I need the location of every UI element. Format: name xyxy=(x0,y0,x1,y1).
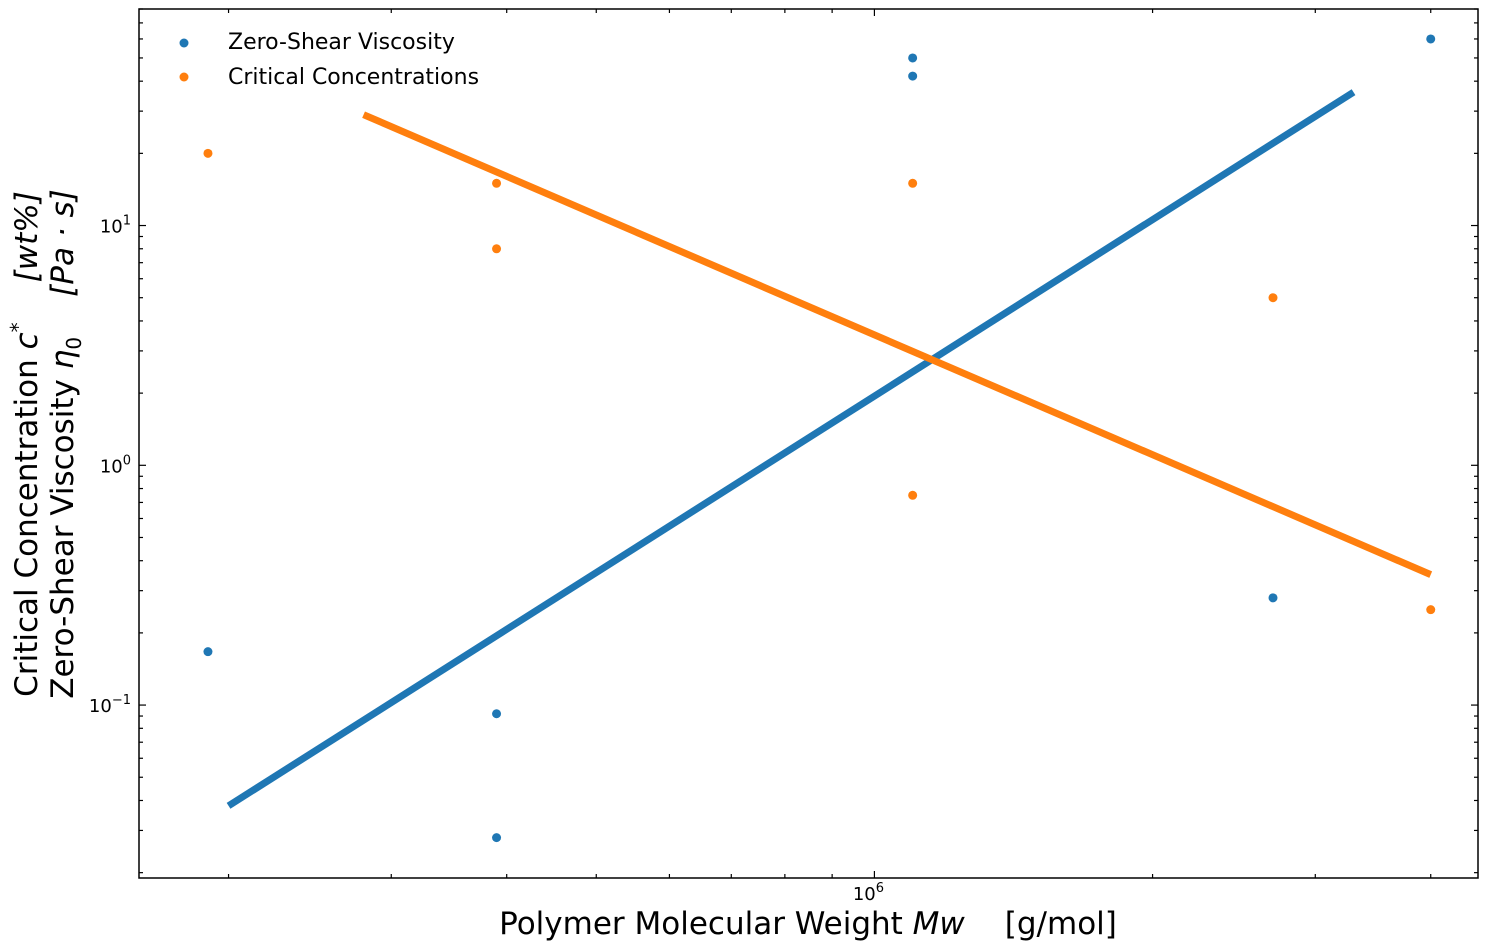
x-axis-label-text: Polymer Molecular Weight xyxy=(499,906,913,942)
y-tick-label: 10−1 xyxy=(89,693,131,717)
y-tick-labels: 10−1 100 101 xyxy=(89,214,131,718)
y-axis-ticks xyxy=(139,8,1478,874)
legend-label-critical: Critical Concentrations xyxy=(228,65,479,90)
point-series-0 xyxy=(1268,593,1278,603)
x-tick-label: 106 xyxy=(853,881,884,905)
x-tick-labels: 106 xyxy=(853,881,884,905)
point-series-1 xyxy=(203,148,213,158)
y-axis-label-critical-sup: * xyxy=(6,322,30,332)
point-series-1 xyxy=(908,490,918,500)
fit-line-1 xyxy=(362,111,1433,578)
y-axis-label-critical: Critical Concentration c* [wt%] xyxy=(6,191,45,697)
point-series-0 xyxy=(908,71,918,81)
x-axis-label-unit: [g/mol] xyxy=(1005,906,1117,942)
y-tick-label: 101 xyxy=(100,214,131,238)
fit-line-0 xyxy=(226,89,1356,809)
point-series-0 xyxy=(492,709,502,719)
fit-lines xyxy=(226,89,1433,809)
y-axis-label-viscosity-sub: 0 xyxy=(62,337,86,350)
y-tick-label: 100 xyxy=(100,453,131,477)
legend-label-viscosity: Zero-Shear Viscosity xyxy=(228,30,455,55)
data-points xyxy=(203,34,1436,843)
plot-frame xyxy=(138,8,1479,879)
y-axis-label-viscosity: Zero-Shear Viscosity η0 [Pa · s] xyxy=(45,189,86,699)
x-axis-ticks xyxy=(227,9,1432,878)
x-axis-label: Polymer Molecular Weight Mw [g/mol] xyxy=(499,906,1117,942)
point-series-1 xyxy=(492,244,502,254)
point-series-1 xyxy=(1426,605,1436,615)
point-series-0 xyxy=(492,833,502,843)
y-axis-label-critical-unit: [wt%] xyxy=(9,191,45,282)
y-axis-label-viscosity-var: η xyxy=(45,350,81,370)
point-series-0 xyxy=(908,53,918,63)
y-axis-label-critical-var: c xyxy=(9,332,45,349)
y-axis-label-critical-text: Critical Concentration xyxy=(9,349,45,696)
point-series-1 xyxy=(908,178,918,188)
legend-marker-viscosity xyxy=(179,38,189,48)
legend-marker-critical xyxy=(179,72,189,82)
y-axis-label-viscosity-text: Zero-Shear Viscosity xyxy=(45,369,81,699)
point-series-0 xyxy=(1426,34,1436,44)
x-axis-label-var: Mw xyxy=(913,906,966,942)
legend: Zero-Shear Viscosity Critical Concentrat… xyxy=(179,30,479,90)
y-axis-label-viscosity-unit: [Pa · s] xyxy=(45,189,81,297)
point-series-1 xyxy=(492,178,502,188)
point-series-1 xyxy=(1268,293,1278,303)
point-series-0 xyxy=(203,647,213,657)
